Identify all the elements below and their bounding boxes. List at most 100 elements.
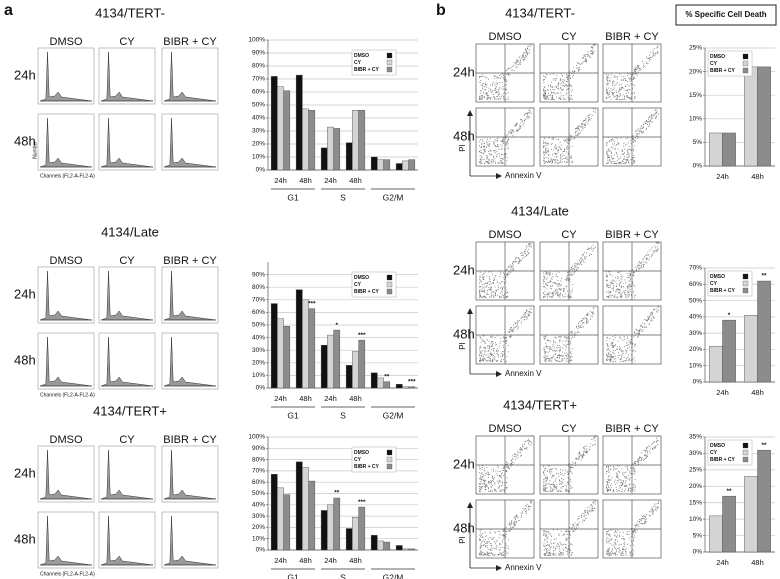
y-tick-label: 40%: [689, 314, 702, 321]
bar: [327, 334, 334, 389]
column-header: BIBR + CY: [605, 31, 659, 43]
legend-label: DMSO: [354, 450, 369, 456]
histogram-curve: [39, 270, 93, 321]
y-tick-label: 15%: [689, 499, 702, 506]
bar: [402, 548, 409, 551]
row-title: 4134/TERT-: [95, 5, 165, 20]
bar: [333, 128, 341, 171]
x-tick-label: 48h: [349, 556, 362, 565]
y-tick-label: 0%: [693, 379, 703, 386]
significance-mark: ***: [408, 378, 416, 385]
legend-label: DMSO: [710, 443, 725, 449]
y-tick-label: 5%: [693, 532, 703, 539]
dot-cloud: [543, 241, 596, 298]
row-title: 4134/TERT-: [505, 5, 575, 20]
column-header: BIBR + CY: [605, 423, 659, 435]
bar: [270, 76, 278, 171]
y-tick-label: 20%: [689, 68, 702, 75]
bar: [270, 303, 278, 389]
legend-label: DMSO: [710, 54, 725, 60]
bar: [383, 381, 391, 389]
x-axis-label: Annexin V: [505, 369, 542, 378]
column-header: CY: [119, 255, 135, 267]
bar: [308, 480, 316, 551]
dot-cloud: [479, 107, 532, 164]
histogram-curve: [39, 117, 93, 168]
bar: [333, 497, 341, 551]
legend-label: CY: [354, 282, 362, 288]
group-label: S: [340, 410, 346, 420]
bar: [377, 377, 384, 389]
y-tick-label: 40%: [252, 502, 265, 509]
legend-swatch: [742, 53, 749, 60]
y-tick-label: 10%: [689, 116, 702, 123]
group-label: S: [340, 572, 346, 579]
row-label: 48h: [453, 326, 475, 341]
row-label: 24h: [453, 456, 475, 471]
y-tick-label: 90%: [252, 50, 265, 57]
bar: [277, 318, 284, 389]
x-tick-label: 24h: [274, 556, 287, 565]
bar: [370, 156, 378, 171]
x-tick-label: 24h: [716, 388, 729, 397]
y-tick-label: 100%: [248, 37, 265, 44]
bar: [283, 326, 291, 389]
bar: [370, 535, 378, 551]
column-header: BIBR + CY: [163, 36, 217, 48]
x-tick-label: 48h: [751, 172, 764, 181]
column-header: CY: [119, 36, 135, 48]
column-header: DMSO: [489, 423, 522, 435]
row-label: 48h: [14, 531, 36, 546]
y-axis-label: PI: [458, 144, 467, 152]
bar: [722, 319, 736, 383]
y-tick-label: 5%: [693, 139, 703, 146]
y-tick-label: 70%: [252, 468, 265, 475]
row-title: 4134/TERT+: [503, 397, 577, 412]
column-header: DMSO: [50, 36, 83, 48]
y-tick-label: 80%: [252, 63, 265, 70]
column-header: CY: [561, 229, 577, 241]
bar: [757, 66, 771, 167]
bar: [320, 510, 328, 551]
bar: [320, 147, 328, 171]
row-label: 24h: [14, 286, 36, 301]
legend-swatch: [742, 456, 749, 463]
bar: [722, 132, 736, 167]
bar: [358, 109, 366, 171]
legend-swatch: [386, 59, 393, 66]
bar: [370, 372, 378, 389]
histogram-curve: [39, 449, 93, 500]
bar: [283, 90, 291, 171]
bar: [333, 329, 341, 389]
y-tick-label: 0%: [693, 549, 703, 556]
dot-cloud: [606, 241, 659, 298]
legend-swatch: [386, 463, 393, 470]
x-tick-label: 48h: [751, 558, 764, 567]
x-axis-label: Channels (FL2-A-FL2-A): [40, 173, 95, 179]
y-tick-label: 80%: [252, 456, 265, 463]
x-tick-label: 48h: [349, 394, 362, 403]
dot-cloud: [479, 435, 532, 492]
column-header: DMSO: [489, 31, 522, 43]
row-title: 4134/Late: [101, 224, 159, 239]
legend-swatch: [386, 281, 393, 288]
dot-cloud: [479, 305, 532, 362]
y-tick-label: 50%: [252, 322, 265, 329]
group-label: G2/M: [383, 410, 404, 420]
histogram-curve: [39, 51, 93, 102]
legend-swatch: [386, 66, 393, 73]
column-header: CY: [119, 434, 135, 446]
bar: [302, 299, 309, 389]
bar: [308, 109, 316, 171]
y-tick-label: 70%: [689, 265, 702, 272]
x-tick-label: 24h: [716, 172, 729, 181]
x-axis-label: Channels (FL2-A-FL2-A): [40, 571, 95, 577]
bar: [270, 474, 278, 551]
bar: [744, 315, 758, 383]
y-tick-label: 70%: [252, 76, 265, 83]
x-tick-label: 24h: [274, 176, 287, 185]
legend-label: BIBR + CY: [354, 289, 380, 295]
column-header: DMSO: [489, 229, 522, 241]
y-axis-label: PI: [458, 536, 467, 544]
row-label: 48h: [453, 128, 475, 143]
